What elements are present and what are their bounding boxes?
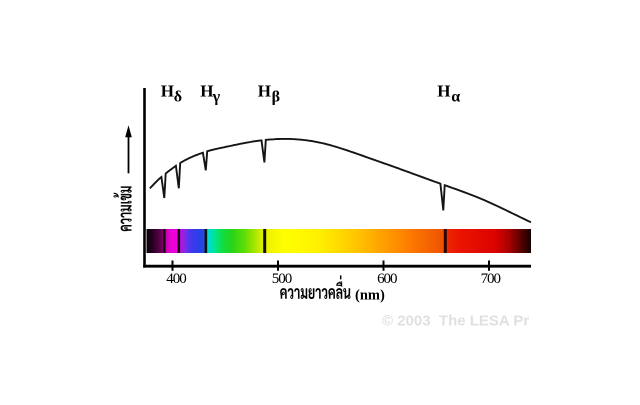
- svg-text:γ: γ: [212, 89, 221, 106]
- svg-text:H: H: [258, 82, 271, 101]
- svg-text:H: H: [200, 82, 213, 101]
- svg-text:(nm): (nm): [355, 287, 385, 303]
- svg-text:H: H: [161, 82, 174, 101]
- svg-text:600: 600: [377, 271, 397, 287]
- svg-text:500: 500: [272, 271, 292, 287]
- svg-text:© 2003 The LESA Pr: © 2003 The LESA Pr: [382, 312, 529, 329]
- svg-text:δ: δ: [174, 89, 182, 106]
- svg-text:700: 700: [481, 271, 501, 287]
- svg-text:H: H: [437, 82, 450, 101]
- svg-text:α: α: [451, 89, 460, 106]
- svg-text:400: 400: [166, 271, 186, 287]
- svg-text:β: β: [272, 89, 280, 106]
